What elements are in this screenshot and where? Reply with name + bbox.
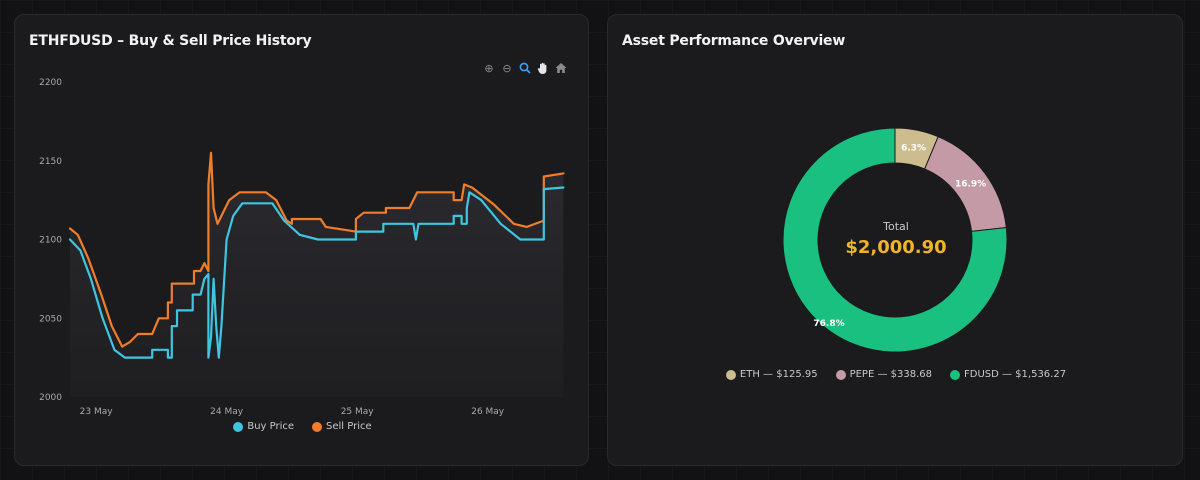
pan-hand-icon[interactable] (536, 61, 550, 75)
price-history-panel: ETHFDUSD – Buy & Sell Price History ⊕ ⊖ … (14, 14, 589, 466)
donut-total-value: $2,000.90 (845, 237, 947, 258)
donut-total-label: Total (883, 220, 909, 233)
reset-home-icon[interactable] (554, 61, 568, 75)
pepe-swatch (835, 369, 846, 380)
price-history-title: ETHFDUSD – Buy & Sell Price History (29, 33, 312, 49)
y-tick-label: 2150 (39, 157, 62, 167)
buy-price-swatch (233, 421, 244, 432)
zoom-select-icon[interactable] (518, 61, 532, 75)
asset-performance-title: Asset Performance Overview (622, 33, 846, 49)
zoom-out-icon[interactable]: ⊖ (502, 61, 512, 75)
fdusd-swatch (950, 369, 960, 380)
legend-label-buy-price: Buy Price (247, 421, 295, 432)
x-tick-label: 25 May (341, 407, 375, 417)
y-tick-label: 2000 (39, 393, 62, 403)
y-tick-label: 2050 (39, 314, 62, 324)
y-tick-label: 2100 (39, 236, 62, 246)
asset-performance-panel: Asset Performance Overview 6.3% 16.9% 76.8… (607, 14, 1183, 466)
chart-toolbar: ⊕ ⊖ (482, 61, 568, 75)
sell-price-swatch (312, 421, 323, 432)
price-history-chart[interactable]: 2200 2150 2100 2050 2000 23 May 24 May 25 May 26… (15, 70, 590, 440)
asset-donut-chart[interactable]: 6.3% 16.9% 76.8% (608, 15, 1184, 355)
eth-swatch (725, 369, 736, 380)
legend-item-eth[interactable]: ETH — $125.95 (725, 369, 818, 380)
sell-price-line[interactable] (68, 151, 565, 348)
legend-item-fdusd[interactable]: FDUSD — $1,536.27 (950, 369, 1066, 380)
legend-label-fdusd: FDUSD — $1,536.27 (964, 369, 1067, 380)
buy-price-line[interactable] (68, 186, 565, 359)
x-tick-label: 23 May (80, 407, 114, 417)
donut-slice-fdusd[interactable] (782, 127, 1008, 353)
legend-label-pepe: PEPE — $338.68 (849, 369, 932, 380)
donut-legend: ETH — $125.95 PEPE — $338.68 FDUSD — $1,… (608, 369, 1184, 380)
legend-item-buy-price[interactable]: Buy Price (233, 421, 294, 432)
zoom-in-icon[interactable]: ⊕ (484, 61, 494, 75)
donut-percent-label-fdusd: 76.8% (813, 319, 844, 329)
x-tick-label: 26 May (471, 407, 505, 417)
legend-item-sell-price[interactable]: Sell Price (312, 421, 372, 432)
y-tick-label: 2200 (39, 78, 62, 88)
donut-percent-label-eth: 6.3% (901, 143, 926, 153)
line-chart-legend: Buy Price Sell Price (15, 421, 590, 432)
donut-percent-label-pepe: 16.9% (955, 179, 986, 189)
price-area-fill (70, 152, 564, 397)
legend-label-sell-price: Sell Price (326, 421, 372, 432)
x-tick-label: 24 May (210, 407, 244, 417)
legend-item-pepe[interactable]: PEPE — $338.68 (835, 369, 932, 380)
legend-label-eth: ETH — $125.95 (739, 369, 818, 380)
